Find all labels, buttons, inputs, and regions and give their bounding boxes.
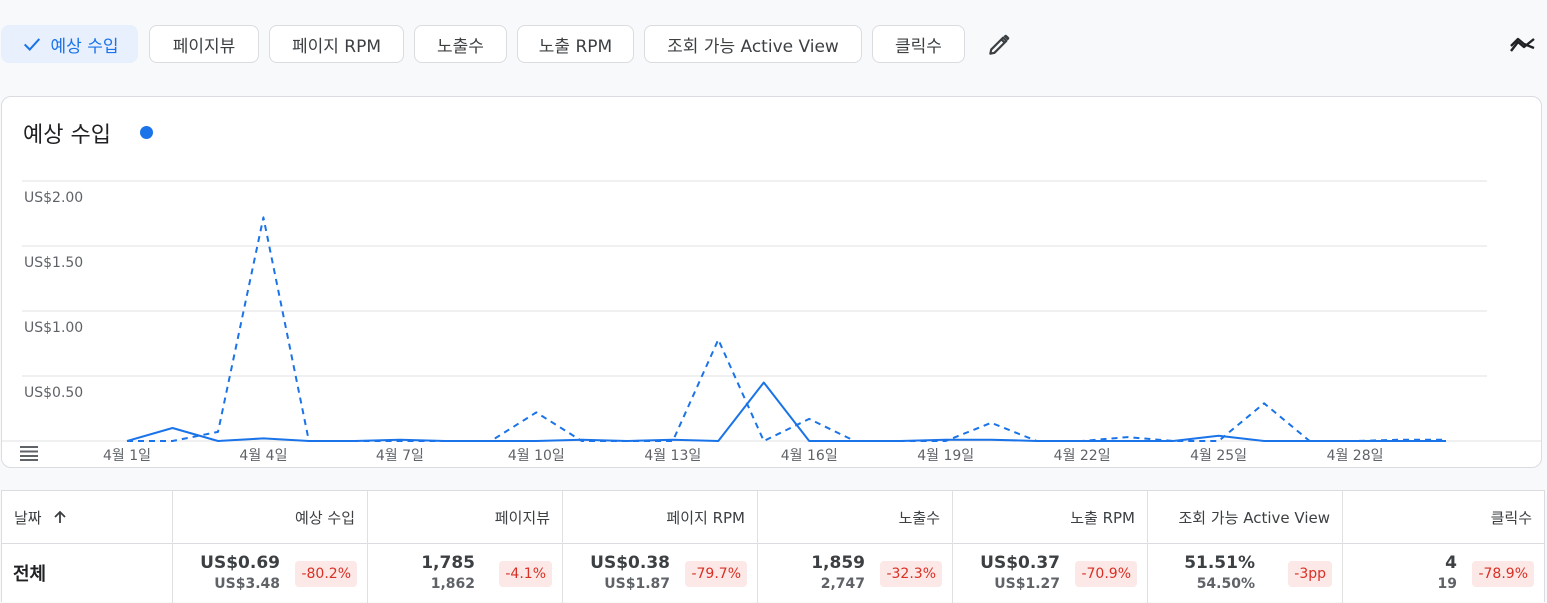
trend-compare-icon bbox=[1510, 37, 1535, 52]
chip-impressions[interactable]: 노출수 bbox=[414, 25, 507, 63]
current-value: US$0.38 bbox=[590, 553, 670, 573]
current-value: 1,859 bbox=[811, 553, 865, 573]
chip-active-view[interactable]: 조회 가능 Active View bbox=[644, 25, 862, 63]
current-value: 51.51% bbox=[1184, 553, 1255, 573]
current-value: 1,785 bbox=[421, 553, 475, 573]
header-impressions[interactable]: 노출수 bbox=[758, 491, 953, 543]
previous-value: 19 bbox=[1437, 576, 1457, 592]
chip-label: 노출수 bbox=[437, 36, 484, 57]
chip-label: 페이지 RPM bbox=[291, 36, 382, 57]
chip-impression-rpm[interactable]: 노출 RPM bbox=[517, 25, 634, 63]
table-row-total: 전체 US$0.69 US$3.48 -80.2% 1,785 1,862 -4.1… bbox=[2, 543, 1544, 603]
legend-dot bbox=[140, 126, 153, 139]
chart-card: 예상 수입 US$0.50 US$1.00 US$1.50 US$2.00 4월 1일 4… bbox=[1, 96, 1542, 468]
x-tick-label: 4월 19일 bbox=[917, 448, 974, 464]
hamburger-menu-icon bbox=[20, 446, 38, 461]
header-label: 조회 가능 Active View bbox=[1178, 508, 1331, 527]
chip-estimated-earnings[interactable]: 예상 수입 bbox=[1, 25, 138, 63]
series-line-current-period bbox=[126, 381, 1446, 442]
current-value: US$0.69 bbox=[200, 553, 280, 573]
earnings-line-chart: US$0.50 US$1.00 US$1.50 US$2.00 4월 1일 4월 4일 4월… bbox=[2, 180, 1541, 464]
current-value: US$0.37 bbox=[980, 553, 1060, 573]
total-cell-page-views: 1,785 1,862 -4.1% bbox=[368, 543, 563, 603]
header-label: 예상 수입 bbox=[295, 508, 355, 527]
x-tick-label: 4월 16일 bbox=[781, 448, 838, 464]
change-badge: -70.9% bbox=[1075, 561, 1137, 587]
previous-value: 54.50% bbox=[1196, 576, 1255, 592]
report-table: 날짜 예상 수입 페이지뷰 페이지 RPM 노출수 노출 RPM 조회 가능 A… bbox=[1, 490, 1545, 603]
header-label: 날짜 bbox=[14, 508, 42, 527]
x-tick-label: 4월 22일 bbox=[1054, 448, 1111, 464]
change-badge: -4.1% bbox=[499, 561, 552, 587]
chip-clicks[interactable]: 클릭수 bbox=[872, 25, 965, 63]
pencil-icon bbox=[989, 34, 1010, 55]
x-tick-label: 4월 4일 bbox=[239, 448, 287, 464]
check-icon bbox=[23, 38, 40, 51]
change-badge: -3pp bbox=[1288, 561, 1332, 587]
change-badge: -80.2% bbox=[295, 561, 357, 587]
x-tick-label: 4월 1일 bbox=[103, 448, 151, 464]
total-cell-active-view: 51.51% 54.50% -3pp bbox=[1148, 543, 1343, 603]
chip-label: 노출 RPM bbox=[538, 36, 613, 57]
header-label: 페이지뷰 bbox=[494, 508, 550, 527]
previous-value: US$1.87 bbox=[604, 576, 670, 592]
change-badge: -32.3% bbox=[880, 561, 942, 587]
chip-label: 페이지뷰 bbox=[172, 36, 236, 57]
x-tick-label: 4월 25일 bbox=[1190, 448, 1247, 464]
total-cell-page-rpm: US$0.38 US$1.87 -79.7% bbox=[563, 543, 758, 603]
compare-trend-button[interactable] bbox=[1506, 29, 1540, 61]
x-tick-label: 4월 7일 bbox=[376, 448, 424, 464]
chart-menu-button[interactable] bbox=[19, 445, 39, 465]
previous-value: 2,747 bbox=[820, 576, 865, 592]
current-value: 4 bbox=[1445, 553, 1457, 573]
series-line-previous-period bbox=[127, 216, 1446, 442]
edit-metrics-button[interactable] bbox=[983, 29, 1015, 61]
header-page-rpm[interactable]: 페이지 RPM bbox=[563, 491, 758, 543]
header-impression-rpm[interactable]: 노출 RPM bbox=[953, 491, 1148, 543]
y-tick-label: US$2.00 bbox=[24, 190, 83, 206]
chart-title: 예상 수입 bbox=[23, 123, 111, 148]
chip-label: 조회 가능 Active View bbox=[667, 36, 839, 57]
y-tick-label: US$0.50 bbox=[24, 385, 83, 401]
header-clicks[interactable]: 클릭수 bbox=[1343, 491, 1544, 543]
arrow-up-icon bbox=[53, 510, 66, 523]
chip-label: 클릭수 bbox=[895, 36, 942, 57]
chip-page-rpm[interactable]: 페이지 RPM bbox=[269, 25, 404, 63]
previous-value: US$3.48 bbox=[214, 576, 280, 592]
y-tick-label: US$1.00 bbox=[24, 320, 83, 336]
header-label: 페이지 RPM bbox=[666, 508, 745, 527]
previous-value: 1,862 bbox=[430, 576, 475, 592]
total-cell-earnings: US$0.69 US$3.48 -80.2% bbox=[173, 543, 368, 603]
x-tick-label: 4월 10일 bbox=[508, 448, 565, 464]
header-label: 노출수 bbox=[898, 508, 940, 527]
header-estimated-earnings[interactable]: 예상 수입 bbox=[173, 491, 368, 543]
previous-value: US$1.27 bbox=[994, 576, 1060, 592]
metric-chip-bar: 예상 수입 페이지뷰 페이지 RPM 노출수 노출 RPM 조회 가능 Acti… bbox=[0, 25, 1547, 65]
y-tick-label: US$1.50 bbox=[24, 255, 83, 271]
header-active-view[interactable]: 조회 가능 Active View bbox=[1148, 491, 1343, 543]
total-cell-impressions: 1,859 2,747 -32.3% bbox=[758, 543, 953, 603]
change-badge: -78.9% bbox=[1472, 561, 1534, 587]
header-date[interactable]: 날짜 bbox=[2, 491, 173, 543]
x-tick-label: 4월 28일 bbox=[1327, 448, 1384, 464]
change-badge: -79.7% bbox=[685, 561, 747, 587]
header-label: 노출 RPM bbox=[1070, 508, 1135, 527]
header-label: 클릭수 bbox=[1490, 508, 1532, 527]
total-cell-impression-rpm: US$0.37 US$1.27 -70.9% bbox=[953, 543, 1148, 603]
chip-page-views[interactable]: 페이지뷰 bbox=[149, 25, 259, 63]
table-header-row: 날짜 예상 수입 페이지뷰 페이지 RPM 노출수 노출 RPM 조회 가능 A… bbox=[2, 491, 1544, 544]
x-tick-label: 4월 13일 bbox=[644, 448, 701, 464]
header-page-views[interactable]: 페이지뷰 bbox=[368, 491, 563, 543]
chip-label: 예상 수입 bbox=[50, 36, 119, 57]
total-cell-clicks: 4 19 -78.9% bbox=[1343, 543, 1544, 603]
total-label: 전체 bbox=[2, 543, 173, 603]
